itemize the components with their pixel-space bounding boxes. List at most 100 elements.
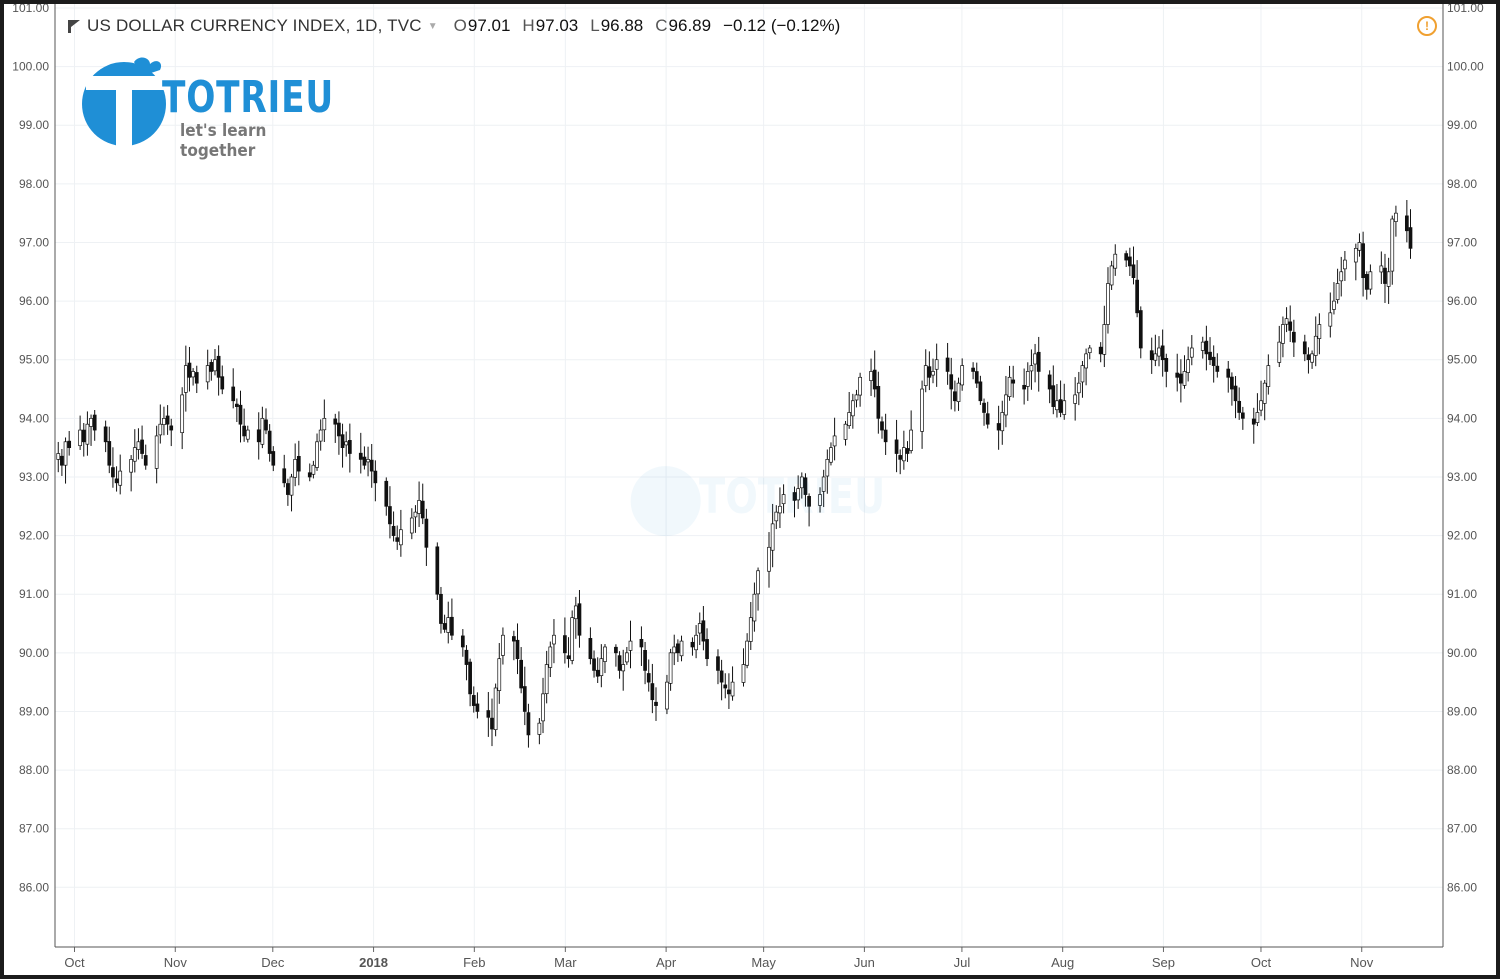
candle [821, 469, 826, 508]
candle [1281, 316, 1285, 358]
candle [256, 412, 261, 460]
candle [1080, 360, 1085, 398]
candle [672, 634, 677, 666]
y-tick-label-right: 92.00 [1447, 529, 1477, 543]
candle [716, 649, 720, 685]
candle [501, 627, 505, 665]
candle [399, 509, 403, 557]
candle [697, 612, 702, 646]
candle [745, 633, 749, 669]
candle [191, 368, 195, 386]
logo-mark-icon [82, 57, 166, 146]
candle [435, 542, 440, 601]
candle [876, 371, 881, 434]
y-tick-label-left: 101.00 [12, 4, 49, 15]
candle [643, 641, 647, 685]
candle [366, 446, 370, 477]
candle [136, 428, 141, 460]
candle [267, 424, 272, 462]
candle [599, 644, 604, 688]
candle [960, 358, 965, 391]
candle [1357, 233, 1362, 257]
candle [1335, 268, 1340, 304]
candle [107, 426, 112, 474]
candle [289, 473, 294, 512]
candle [143, 444, 148, 470]
candle [1000, 400, 1005, 445]
y-tick-label-right: 90.00 [1447, 646, 1477, 660]
candle [792, 486, 797, 518]
candle [617, 651, 622, 679]
x-tick-label: Oct [1251, 955, 1272, 970]
candle [1310, 350, 1314, 369]
candle [541, 677, 545, 734]
candle [1317, 313, 1322, 355]
open-label: O [453, 16, 467, 35]
candle [220, 365, 225, 395]
candle [165, 405, 170, 435]
candle [468, 658, 472, 707]
candle [205, 349, 210, 390]
candle [1361, 231, 1365, 297]
x-tick-label: May [751, 955, 776, 970]
candle [825, 449, 830, 494]
caret-down-icon[interactable]: ▼ [427, 20, 438, 32]
candle [971, 362, 975, 380]
candle [978, 375, 983, 405]
candle [442, 614, 447, 633]
candle [1084, 348, 1088, 386]
x-tick-label: Sep [1152, 955, 1175, 970]
candle [1073, 377, 1078, 421]
warning-circle-icon[interactable]: ! [1417, 16, 1437, 36]
watermark-wordmark: TOTRIEU [699, 469, 886, 525]
candle [1175, 353, 1180, 392]
candle [395, 525, 400, 550]
candle [420, 483, 425, 525]
candle [588, 627, 593, 665]
logo: TOTRIEU let's learn together [80, 54, 350, 161]
candle [665, 674, 669, 715]
candle [493, 683, 498, 737]
candle [818, 487, 822, 513]
candle [603, 644, 607, 674]
candle [158, 404, 163, 444]
close-label: C [655, 16, 668, 35]
candle [1259, 380, 1263, 417]
symbol-title[interactable]: US DOLLAR CURRENCY INDEX, 1D, TVC [87, 16, 422, 35]
candle [180, 387, 185, 450]
candle [1394, 205, 1398, 237]
candle [388, 486, 392, 539]
candle [63, 437, 68, 484]
candle [985, 401, 990, 429]
candle [67, 431, 72, 456]
candle [60, 449, 64, 476]
candle [92, 409, 97, 441]
candle [1313, 316, 1318, 367]
candle [679, 635, 684, 662]
candle [544, 650, 549, 704]
candle [1135, 260, 1139, 318]
candle [1124, 250, 1129, 267]
logo-tagline: let's learn together [180, 121, 267, 161]
y-tick-label-right: 94.00 [1447, 411, 1477, 425]
candle [953, 380, 957, 412]
candle [238, 390, 243, 443]
candle [78, 415, 82, 450]
candle [333, 413, 338, 443]
candle [552, 619, 556, 664]
candle [1328, 292, 1333, 338]
candle [1233, 376, 1238, 419]
candle [927, 351, 932, 391]
x-tick-label: Feb [463, 955, 485, 970]
candle [81, 423, 86, 457]
candle [1087, 345, 1092, 360]
candle [1102, 305, 1107, 368]
candle [1011, 365, 1016, 398]
chart-canvas[interactable]: 101.00 101.00 100.00 100.00 99.00 99.00 98.00 9… [4, 4, 1496, 975]
candle [894, 419, 899, 473]
candle [475, 692, 480, 719]
candle [796, 475, 801, 509]
y-tick-label-left: 89.00 [19, 704, 49, 718]
candle [118, 454, 123, 495]
candle [85, 411, 90, 456]
